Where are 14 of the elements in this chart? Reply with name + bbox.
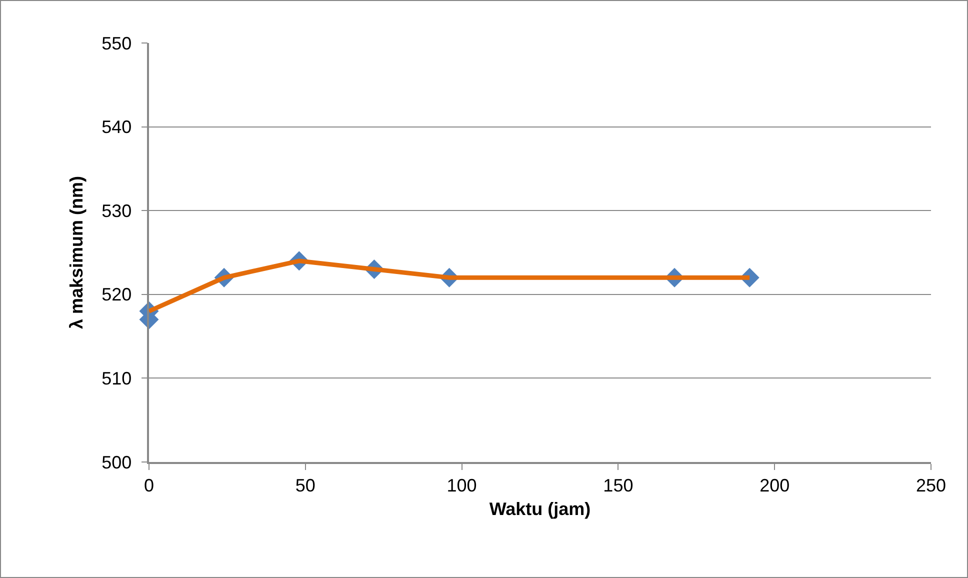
y-tick-label: 510 <box>102 368 132 388</box>
x-tick-label: 0 <box>144 475 154 496</box>
x-tick-label: 150 <box>603 475 634 496</box>
x-axis-title: Waktu (jam) <box>489 498 591 519</box>
y-tick-label: 500 <box>102 452 132 472</box>
x-tick-label: 200 <box>760 475 790 496</box>
x-tick-label: 250 <box>916 475 946 496</box>
x-tick-label: 100 <box>446 475 477 496</box>
y-tick-label: 550 <box>102 33 132 54</box>
x-tick-label: 50 <box>295 475 316 496</box>
y-axis-title: λ maksimum (nm) <box>66 176 86 330</box>
y-tick-label: 540 <box>102 117 132 138</box>
y-tick-label: 520 <box>102 284 132 305</box>
y-tick-label: 530 <box>102 200 132 221</box>
